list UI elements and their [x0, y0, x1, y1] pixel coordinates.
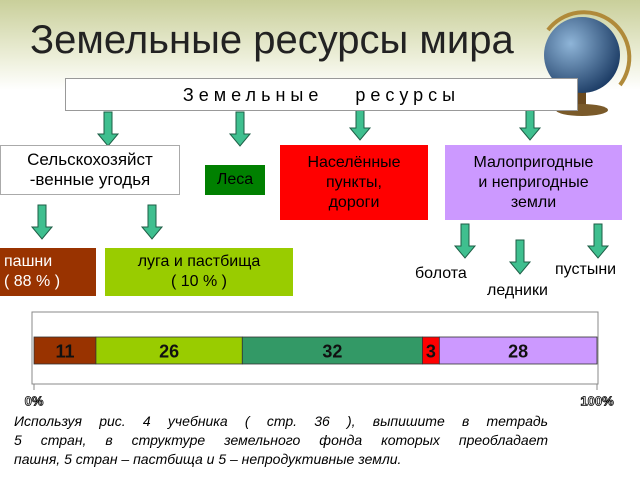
- node-label: болота: [415, 265, 467, 283]
- node: пашни ( 88 % ): [0, 248, 96, 296]
- task-text: Используя рис. 4 учебника ( стр. 36 ), в…: [14, 412, 548, 469]
- node: Сельскохозяйст -венные угодья: [0, 145, 180, 195]
- root-node: Земельные ресурсы: [65, 78, 578, 111]
- bar-segment: [95, 336, 243, 365]
- node-text: луга и пастбища: [137, 253, 261, 270]
- node-text: и непригодные: [478, 173, 589, 191]
- node-text: ( 10 % ): [170, 273, 227, 290]
- x-tick-label: 0%: [25, 393, 44, 408]
- data-label: 26: [159, 341, 179, 361]
- node: Населённые пункты, дороги: [280, 145, 428, 220]
- node-text: -венные угодья: [29, 170, 151, 189]
- node: Малопригодные и непригодные земли: [445, 145, 622, 220]
- task-line: 5 стран, в структуре земельного фонда ко…: [14, 432, 548, 448]
- node-text: Леса: [216, 171, 254, 188]
- node-text: Населённые: [307, 153, 401, 171]
- data-label: 32: [322, 341, 342, 361]
- data-label: 11: [55, 341, 74, 361]
- data-label: 3: [426, 341, 436, 361]
- node-text: земли: [510, 193, 557, 211]
- node-text: ледники: [487, 282, 548, 299]
- node: Леса: [205, 165, 265, 195]
- node: луга и пастбища ( 10 % ): [105, 248, 293, 296]
- node-label: пустыни: [555, 261, 616, 279]
- node-text: пашни: [4, 253, 53, 270]
- bar-segment: [438, 336, 598, 365]
- globe: [544, 10, 632, 116]
- node-text: пункты,: [326, 173, 382, 191]
- chart: 11 26 32 3 28 0% 100%: [24, 336, 614, 409]
- node-text: ( 88 % ): [4, 273, 61, 290]
- node-text: пустыни: [555, 261, 617, 278]
- node-text: дороги: [328, 193, 380, 211]
- node-text: болота: [415, 265, 467, 282]
- task-line: Используя рис. 4 учебника ( стр. 36 ), в…: [14, 413, 548, 429]
- node-text: Сельскохозяйст: [27, 150, 153, 169]
- node-text: Малопригодные: [473, 153, 594, 171]
- data-label: 28: [508, 341, 528, 361]
- x-tick-label: 100%: [580, 393, 614, 408]
- node-label: ледники: [487, 282, 548, 300]
- task-line: пашня, 5 стран – пастбища и 5 – непродук…: [14, 451, 402, 467]
- title: Земельные ресурсы мира: [30, 18, 514, 62]
